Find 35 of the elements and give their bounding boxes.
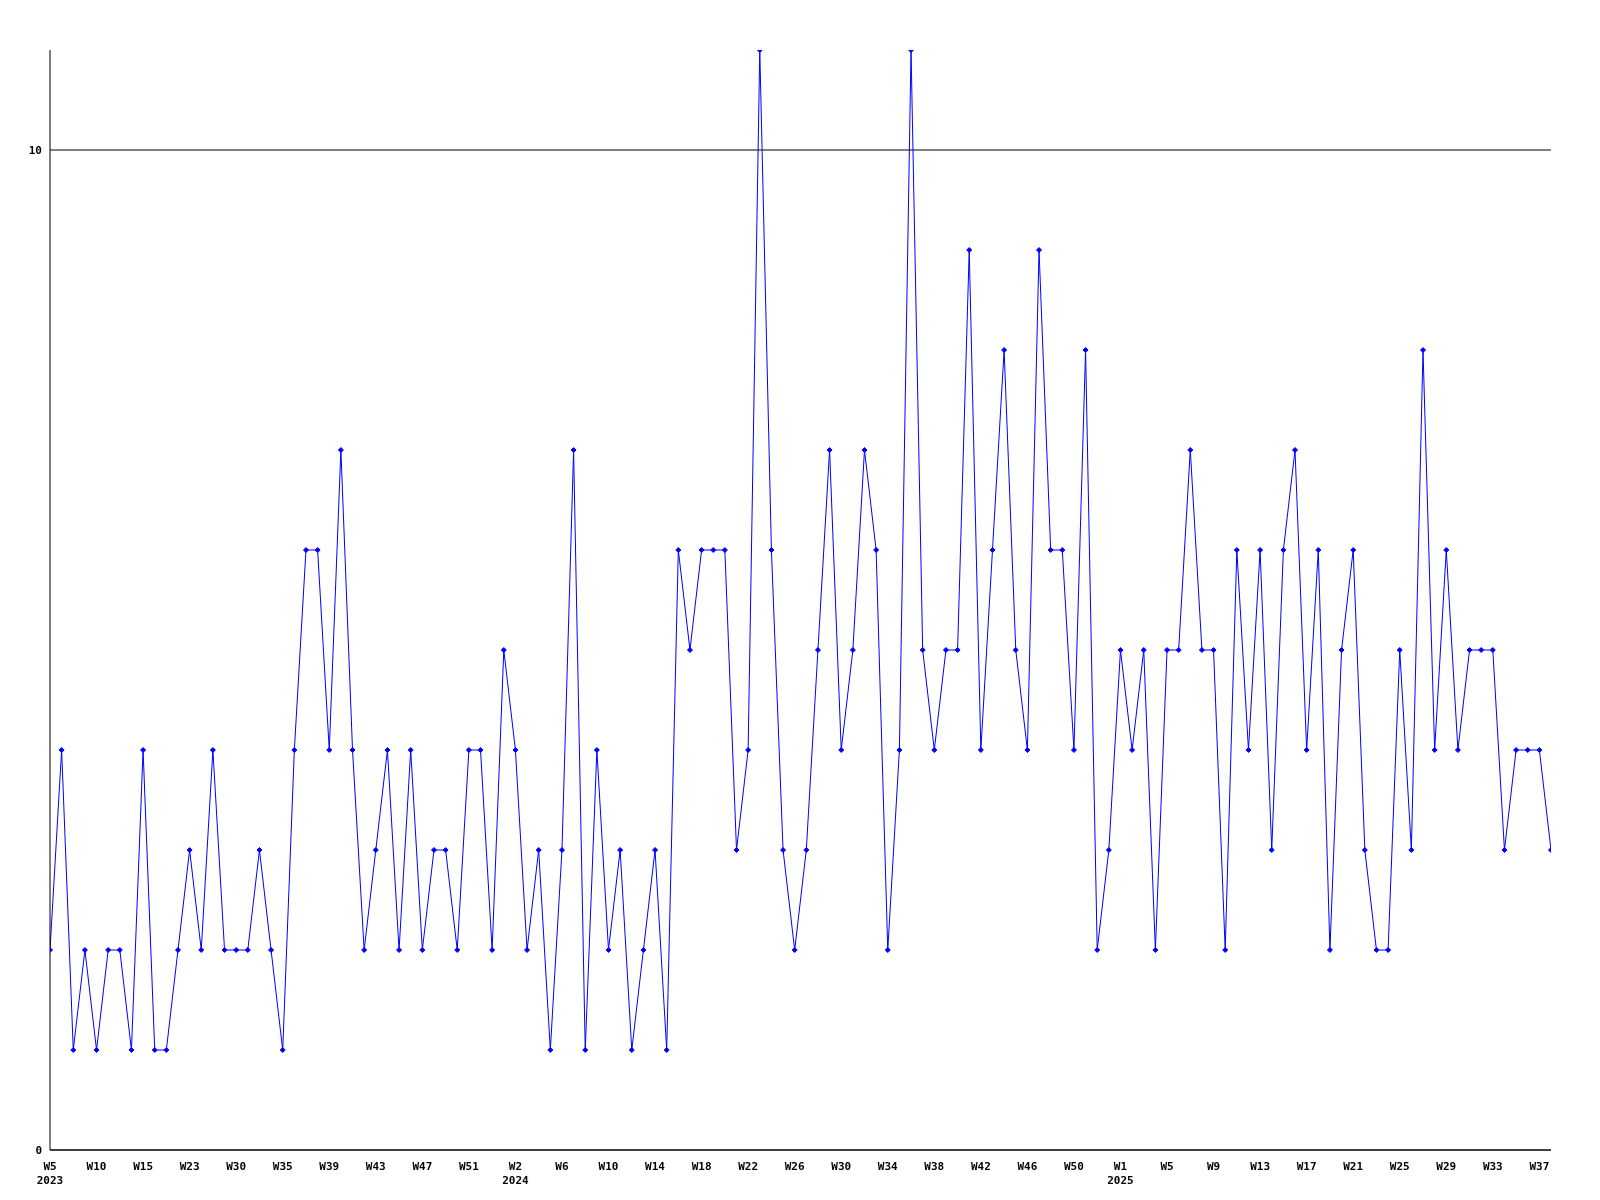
x-tick-label: W33	[1482, 1160, 1503, 1173]
x-tick-label: W1 2025	[1107, 1160, 1134, 1187]
x-tick-label: W10	[86, 1160, 107, 1173]
x-tick-label: W9	[1206, 1160, 1221, 1173]
x-tick-label: W23	[179, 1160, 200, 1173]
y-tick-label: 0	[35, 1143, 42, 1157]
x-tick-label: W14	[645, 1160, 666, 1173]
x-tick-label: W43	[365, 1160, 386, 1173]
x-tick-label: W15	[133, 1160, 154, 1173]
x-tick-label: W21	[1343, 1160, 1364, 1173]
x-tick-label: W37	[1529, 1160, 1550, 1173]
x-tick-label: W39	[319, 1160, 340, 1173]
y-tick-label: 10	[28, 143, 42, 157]
x-tick-label: W18	[691, 1160, 712, 1173]
x-tick-label: W22	[738, 1160, 759, 1173]
x-tick-label: W25	[1389, 1160, 1410, 1173]
x-tick-label: W30	[226, 1160, 247, 1173]
x-tick-label: W13	[1250, 1160, 1271, 1173]
x-tick-label: W6	[555, 1160, 569, 1173]
x-tick-label: W5	[1160, 1160, 1174, 1173]
x-tick-label: W30	[831, 1160, 852, 1173]
x-tick-label: W10	[598, 1160, 619, 1173]
x-tick-label: W47	[412, 1160, 433, 1173]
x-tick-label: W35	[272, 1160, 293, 1173]
x-tick-label: W38	[924, 1160, 945, 1173]
x-tick-label: W5 2023	[36, 1160, 64, 1187]
x-tick-label: W42	[970, 1160, 991, 1173]
x-tick-label: W2 2024	[502, 1160, 530, 1187]
x-tick-label: W29	[1436, 1160, 1457, 1173]
x-tick-label: W51	[458, 1160, 480, 1173]
x-tick-label: W17	[1296, 1160, 1317, 1173]
x-tick-label: W34	[877, 1160, 899, 1173]
x-tick-label: W26	[784, 1160, 805, 1173]
x-tick-label: W50	[1064, 1160, 1084, 1173]
x-tick-label: W46	[1017, 1160, 1038, 1173]
